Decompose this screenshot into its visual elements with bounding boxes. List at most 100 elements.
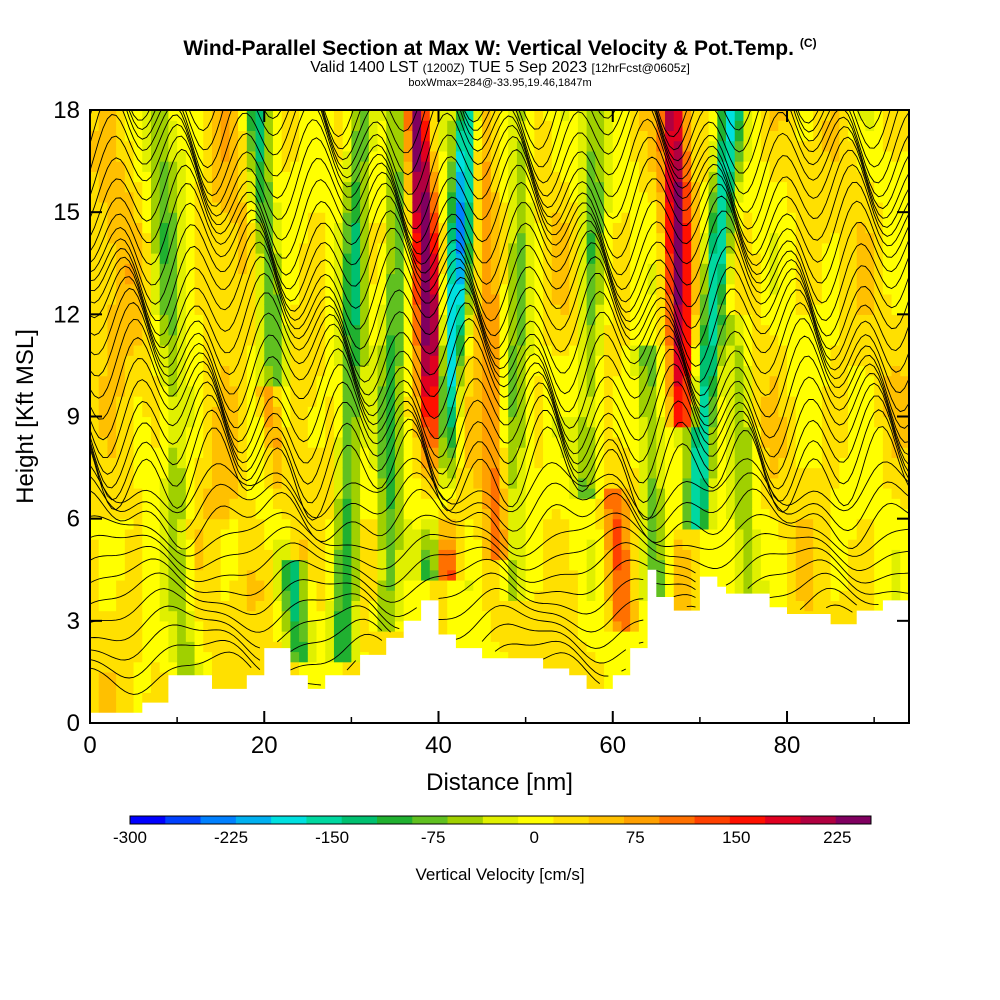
velocity-cell (734, 488, 745, 499)
velocity-cell (255, 344, 265, 356)
velocity-cell (595, 671, 605, 683)
velocity-cell (795, 498, 806, 510)
velocity-cell (264, 539, 274, 550)
velocity-cell (691, 201, 701, 213)
velocity-cell (447, 201, 457, 213)
velocity-cell (368, 559, 379, 571)
velocity-cell (516, 559, 527, 571)
velocity-cell (551, 150, 562, 162)
velocity-cell (299, 283, 309, 295)
velocity-cell (577, 110, 588, 121)
velocity-cell (168, 539, 178, 550)
velocity-cell (360, 416, 370, 428)
velocity-cell (177, 191, 187, 203)
velocity-cell (760, 396, 771, 407)
velocity-cell (525, 385, 535, 397)
velocity-cell (412, 324, 422, 336)
velocity-cell (473, 396, 483, 407)
velocity-cell (194, 559, 204, 571)
velocity-cell (98, 436, 109, 448)
velocity-cell (307, 324, 318, 336)
velocity-cell (386, 222, 396, 234)
velocity-cell (290, 436, 300, 448)
velocity-cell (447, 396, 457, 407)
velocity-cell (656, 518, 666, 530)
velocity-cell (412, 365, 422, 377)
velocity-cell (699, 508, 710, 520)
velocity-cell (577, 426, 588, 438)
velocity-cell (612, 457, 623, 469)
velocity-cell (586, 191, 596, 203)
velocity-cell (630, 304, 640, 315)
velocity-cell (534, 130, 544, 142)
velocity-cell (551, 385, 562, 397)
velocity-cell (325, 324, 335, 336)
velocity-cell (307, 600, 318, 612)
velocity-cell (185, 457, 196, 469)
velocity-cell (752, 457, 762, 469)
velocity-cell (455, 273, 466, 285)
velocity-cell (787, 191, 797, 203)
velocity-cell (438, 457, 448, 469)
velocity-cell (246, 181, 257, 193)
velocity-cell (743, 498, 753, 510)
velocity-cell (124, 620, 135, 632)
velocity-cell (264, 110, 274, 121)
velocity-cell (377, 631, 387, 642)
velocity-cell (586, 344, 596, 356)
velocity-cell (412, 150, 422, 162)
velocity-cell (133, 631, 143, 642)
velocity-cell (299, 600, 309, 612)
velocity-cell (656, 201, 666, 213)
velocity-cell (299, 610, 309, 622)
velocity-cell (281, 253, 291, 264)
velocity-cell (194, 436, 204, 448)
velocity-cell (630, 467, 640, 479)
velocity-cell (133, 539, 143, 550)
velocity-cell (220, 355, 231, 367)
velocity-cell (377, 324, 387, 336)
velocity-cell (769, 130, 779, 142)
velocity-cell (203, 539, 213, 550)
velocity-cell (168, 130, 178, 142)
velocity-cell (438, 355, 448, 367)
velocity-cell (403, 120, 413, 132)
velocity-cell (743, 130, 753, 142)
velocity-cell (168, 406, 178, 418)
velocity-cell (516, 222, 527, 234)
velocity-cell (229, 457, 239, 469)
velocity-cell (107, 498, 117, 510)
velocity-cell (438, 488, 448, 499)
velocity-cell (595, 273, 605, 285)
velocity-cell (464, 324, 474, 336)
velocity-cell (743, 283, 753, 295)
velocity-cell (508, 161, 518, 172)
velocity-cell (630, 314, 640, 326)
velocity-cell (116, 120, 126, 132)
velocity-cell (264, 569, 274, 581)
velocity-cell (551, 651, 562, 663)
velocity-cell (447, 212, 457, 223)
velocity-cell (760, 293, 771, 305)
velocity-cell (691, 498, 701, 510)
velocity-cell (116, 590, 126, 601)
velocity-cell (752, 263, 762, 275)
velocity-cell (360, 539, 370, 550)
velocity-cell (560, 253, 570, 264)
velocity-cell (516, 344, 527, 356)
velocity-cell (168, 355, 178, 367)
velocity-cell (107, 539, 117, 550)
velocity-cell (368, 457, 379, 469)
velocity-cell (107, 263, 117, 275)
velocity-cell (543, 600, 553, 612)
velocity-cell (264, 631, 274, 642)
velocity-cell (438, 222, 448, 234)
velocity-cell (673, 355, 684, 367)
velocity-cell (377, 253, 387, 264)
velocity-cell (778, 426, 788, 438)
velocity-cell (229, 559, 239, 571)
velocity-cell (394, 355, 405, 367)
velocity-cell (499, 426, 509, 438)
velocity-cell (272, 314, 283, 326)
